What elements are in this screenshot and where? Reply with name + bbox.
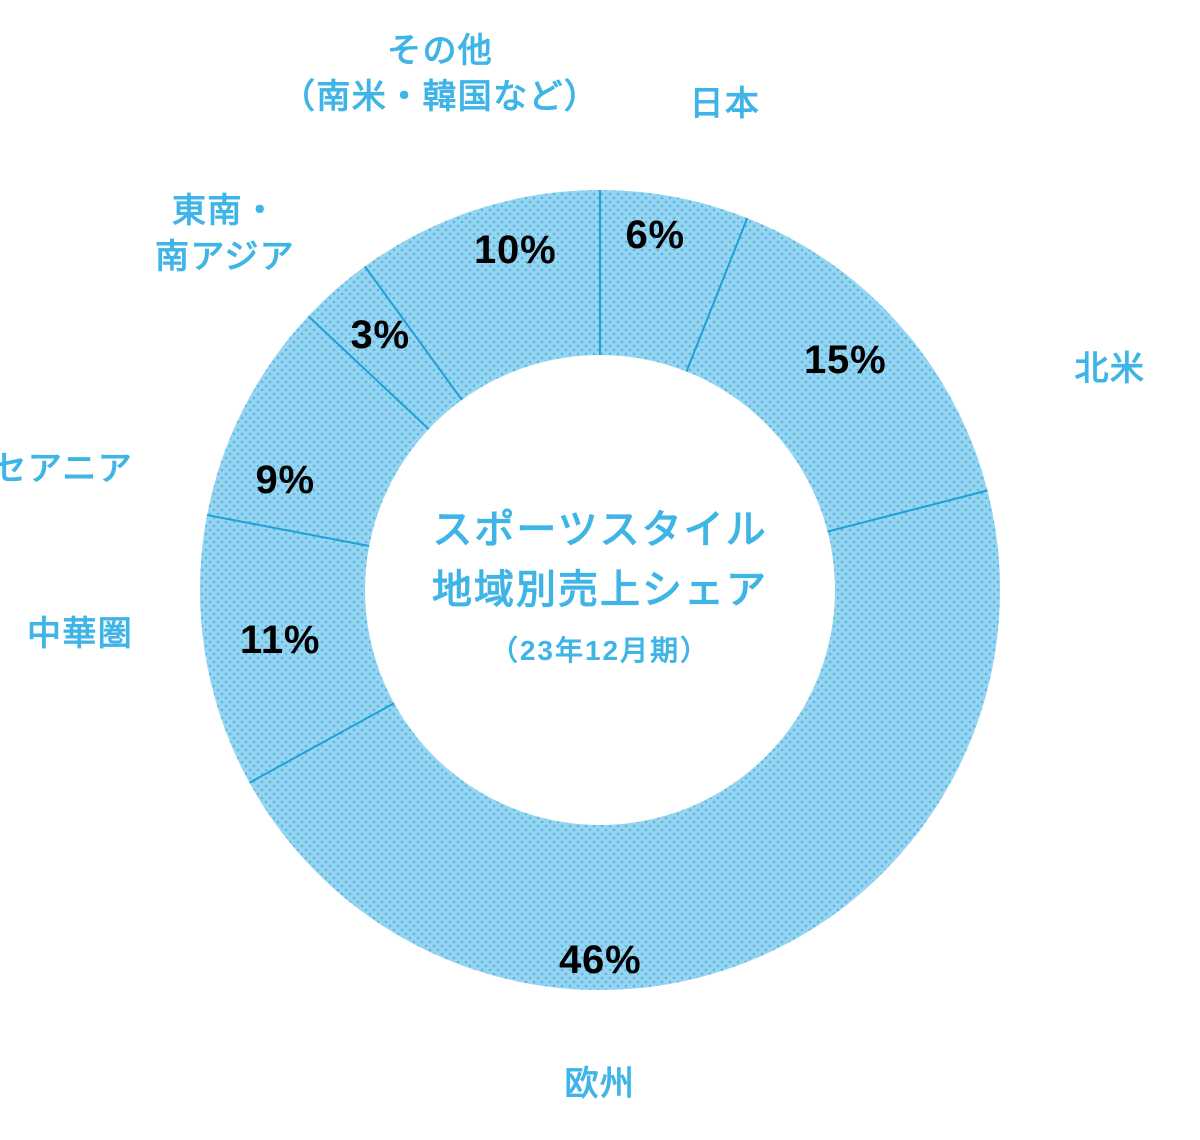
pct-label: 46% xyxy=(559,938,641,983)
pct-label: 15% xyxy=(804,338,886,383)
segment-label: オセアニア xyxy=(0,447,133,493)
segment-label: 欧州 xyxy=(565,1062,636,1108)
pct-label: 3% xyxy=(351,313,410,358)
pct-label: 9% xyxy=(256,458,315,503)
segment-label: 北米 xyxy=(1075,347,1146,393)
segment-label: 日本 xyxy=(690,82,761,128)
center-period: （23年12月期） xyxy=(350,630,850,672)
pct-label: 10% xyxy=(474,228,556,273)
donut-chart-container: スポーツスタイル 地域別売上シェア （23年12月期） 6% 日本 15% 北米 46%… xyxy=(0,0,1200,1140)
chart-center-title: スポーツスタイル 地域別売上シェア （23年12月期） xyxy=(350,500,850,672)
center-title-line2: 地域別売上シェア xyxy=(350,560,850,620)
pct-label: 11% xyxy=(240,618,320,663)
pct-label: 6% xyxy=(626,213,685,258)
segment-label: 東南・ 南アジア xyxy=(155,189,295,281)
segment-label: その他 （南米・韓国など） xyxy=(281,29,599,121)
center-title-line1: スポーツスタイル xyxy=(350,500,850,560)
segment-label: 中華圏 xyxy=(27,612,133,658)
